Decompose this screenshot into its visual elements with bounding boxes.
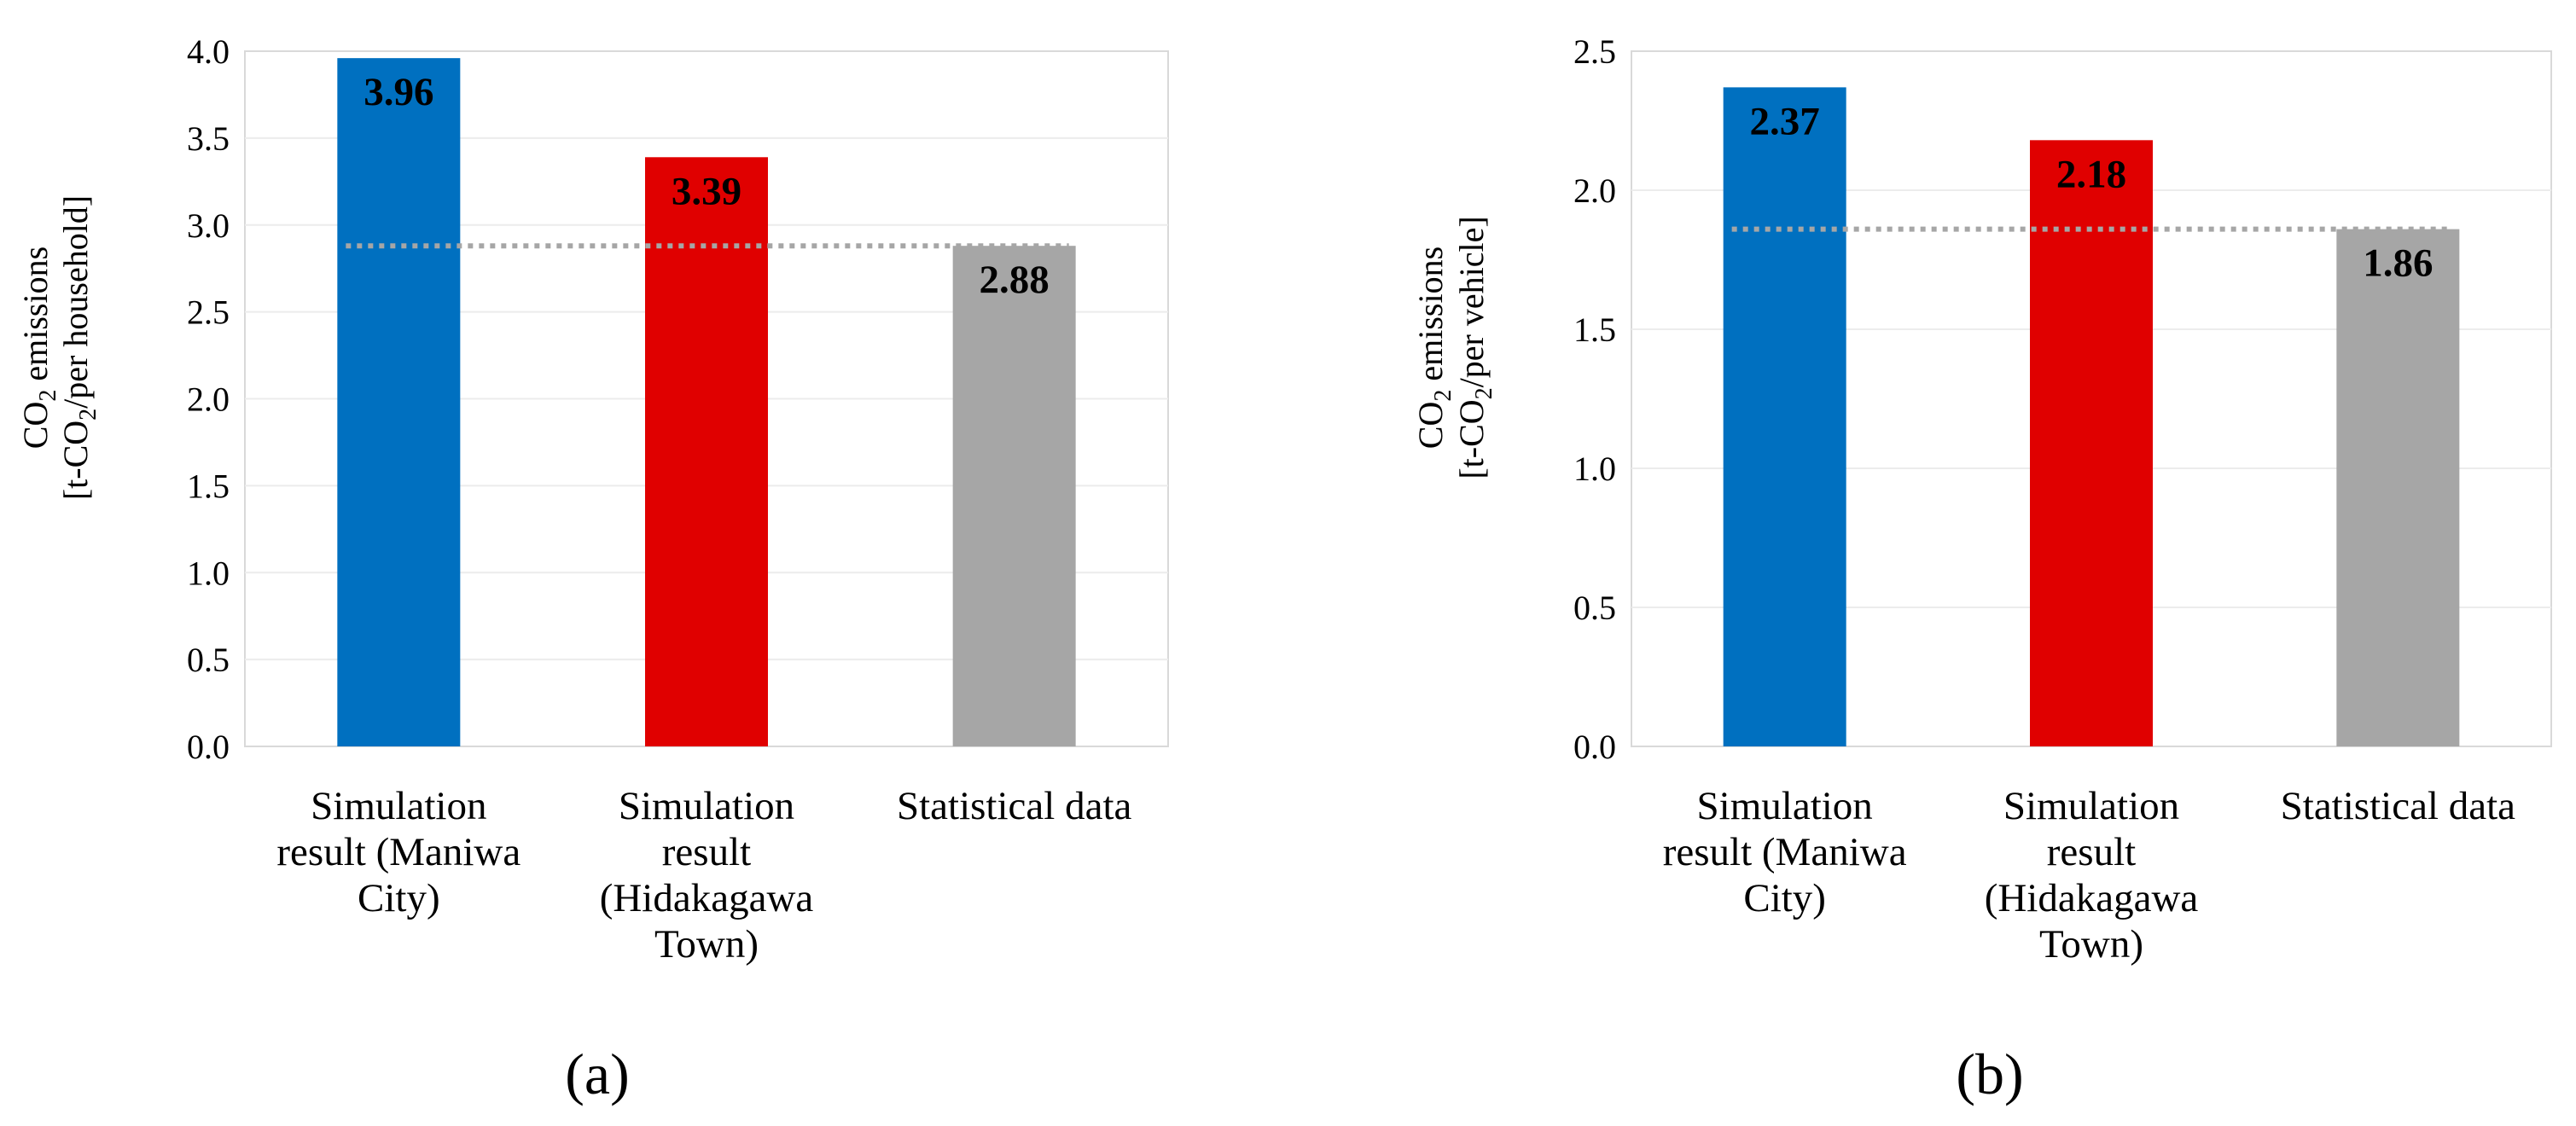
x-category-label: Simulation result (Maniwa City) — [1663, 784, 1907, 920]
panel-label: (a) — [565, 1042, 629, 1106]
x-category-label: Statistical data — [897, 784, 1132, 828]
x-category-label: Simulation result (Hidakagawa Town) — [600, 784, 814, 966]
y-tick-label: 1.5 — [187, 467, 230, 505]
y-tick-label: 2.0 — [187, 380, 230, 419]
y-tick-label: 4.0 — [187, 32, 230, 71]
bar — [2336, 229, 2460, 746]
y-tick-label: 1.0 — [1573, 450, 1616, 488]
panel-label: (b) — [1956, 1042, 2023, 1106]
bar — [2030, 140, 2153, 746]
y-tick-label: 1.0 — [187, 554, 230, 592]
x-category-label: Simulation result (Hidakagawa Town) — [1985, 784, 2199, 966]
y-tick-label: 1.5 — [1573, 311, 1616, 349]
y-axis-label-line2: [t-CO2/per household] — [56, 195, 102, 500]
x-category-label: Simulation result (Maniwa City) — [276, 784, 520, 920]
y-tick-label: 0.0 — [187, 728, 230, 766]
chart-a: 0.0 0.5 1.0 1.5 2.0 2.5 3.0 3.5 4.0 3.96 3.39 2.88 S… — [16, 32, 1169, 1106]
data-label: 3.39 — [672, 169, 741, 213]
bar — [952, 246, 1076, 746]
y-tick-label: 3.5 — [187, 119, 230, 158]
y-tick-label: 3.0 — [187, 206, 230, 245]
y-axis-label-line2: [t-CO2/per vehicle] — [1452, 216, 1497, 479]
bar — [1723, 87, 1846, 746]
bar — [645, 157, 768, 747]
y-axis-label-line1: CO2 emissions — [1411, 247, 1457, 449]
y-tick-label: 0.5 — [187, 641, 230, 679]
y-tick-label: 0.5 — [1573, 589, 1616, 627]
y-tick-label: 2.5 — [187, 293, 230, 332]
x-category-label: Statistical data — [2281, 784, 2516, 828]
data-label: 1.86 — [2363, 241, 2433, 286]
data-label: 2.88 — [980, 258, 1050, 302]
data-label: 3.96 — [363, 70, 433, 114]
chart-b: 0.0 0.5 1.0 1.5 2.0 2.5 2.37 2.18 1.86 Simulation… — [1411, 32, 2552, 1106]
y-tick-label: 2.0 — [1573, 171, 1616, 210]
y-axis-label-line1: CO2 emissions — [16, 247, 61, 449]
y-tick-label: 0.0 — [1573, 728, 1616, 766]
y-tick-label: 2.5 — [1573, 32, 1616, 71]
data-label: 2.37 — [1750, 99, 1820, 143]
bar — [337, 58, 461, 746]
data-label: 2.18 — [2056, 152, 2126, 196]
